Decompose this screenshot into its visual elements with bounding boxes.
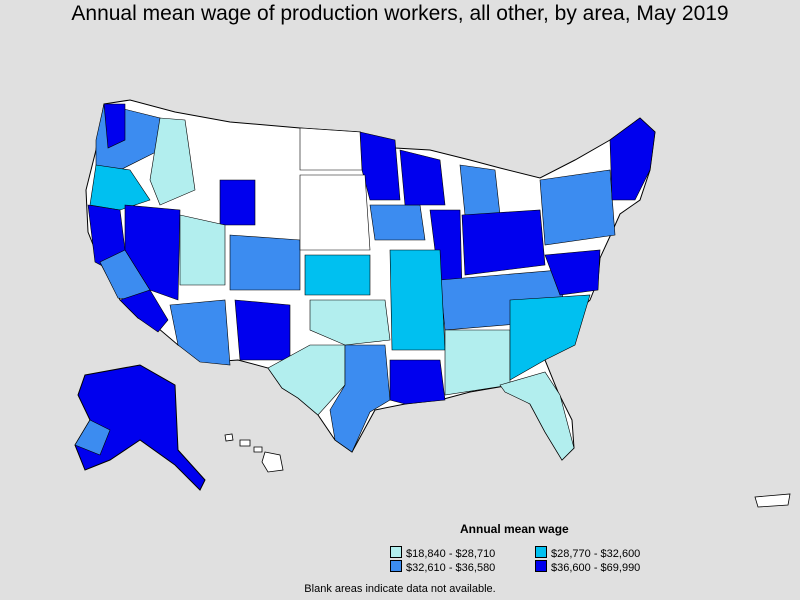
- region-colorado: [229, 234, 301, 291]
- legend-swatch-3: [390, 560, 402, 572]
- region-south-dakota-nebraska: [299, 174, 371, 251]
- region-iowa: [369, 204, 426, 241]
- legend-swatch-4: [535, 560, 547, 572]
- region-michigan: [459, 164, 501, 216]
- region-wyoming: [219, 179, 256, 226]
- legend: Annual mean wage $18,840 - $28,710 $28,7…: [380, 520, 680, 580]
- legend-label-3: $32,610 - $36,580: [406, 562, 496, 574]
- region-kansas: [304, 254, 371, 296]
- region-arizona: [169, 299, 231, 366]
- legend-swatch-1: [390, 546, 402, 558]
- region-puerto-rico: [754, 493, 791, 508]
- region-hawaii: [224, 433, 284, 473]
- region-pennsylvania-ny: [539, 169, 616, 246]
- region-missouri-arkansas: [389, 249, 446, 351]
- legend-swatch-2: [535, 546, 547, 558]
- region-new-england: [609, 117, 656, 201]
- region-nevada: [124, 204, 181, 301]
- no-data-note: Blank areas indicate data not available.: [304, 583, 496, 595]
- legend-item-4: $36,600 - $69,990: [535, 560, 640, 574]
- region-texas-east: [329, 344, 391, 453]
- region-north-dakota: [299, 127, 363, 171]
- legend-label-1: $18,840 - $28,710: [406, 548, 496, 560]
- region-idaho: [149, 117, 196, 206]
- map-title: Annual mean wage of production workers, …: [71, 2, 729, 25]
- region-oregon: [89, 164, 151, 211]
- region-california-south: [119, 289, 169, 333]
- legend-item-3: $32,610 - $36,580: [390, 560, 495, 574]
- legend-title: Annual mean wage: [460, 522, 569, 536]
- region-indiana-ohio: [461, 209, 546, 276]
- region-new-mexico: [234, 299, 291, 361]
- region-wisconsin: [399, 149, 446, 206]
- legend-label-4: $36,600 - $69,990: [551, 562, 641, 574]
- region-oklahoma: [309, 299, 391, 346]
- region-virginia: [544, 249, 601, 296]
- region-washington-coast: [103, 103, 126, 149]
- region-florida: [499, 371, 575, 461]
- legend-item-1: $18,840 - $28,710: [390, 546, 495, 560]
- legend-label-2: $28,770 - $32,600: [551, 548, 641, 560]
- region-alaska-west: [74, 419, 111, 456]
- region-louisiana: [389, 359, 446, 405]
- region-utah: [179, 214, 226, 286]
- legend-item-2: $28,770 - $32,600: [535, 546, 640, 560]
- region-texas-west: [267, 344, 346, 416]
- region-georgia-carolinas: [509, 294, 591, 381]
